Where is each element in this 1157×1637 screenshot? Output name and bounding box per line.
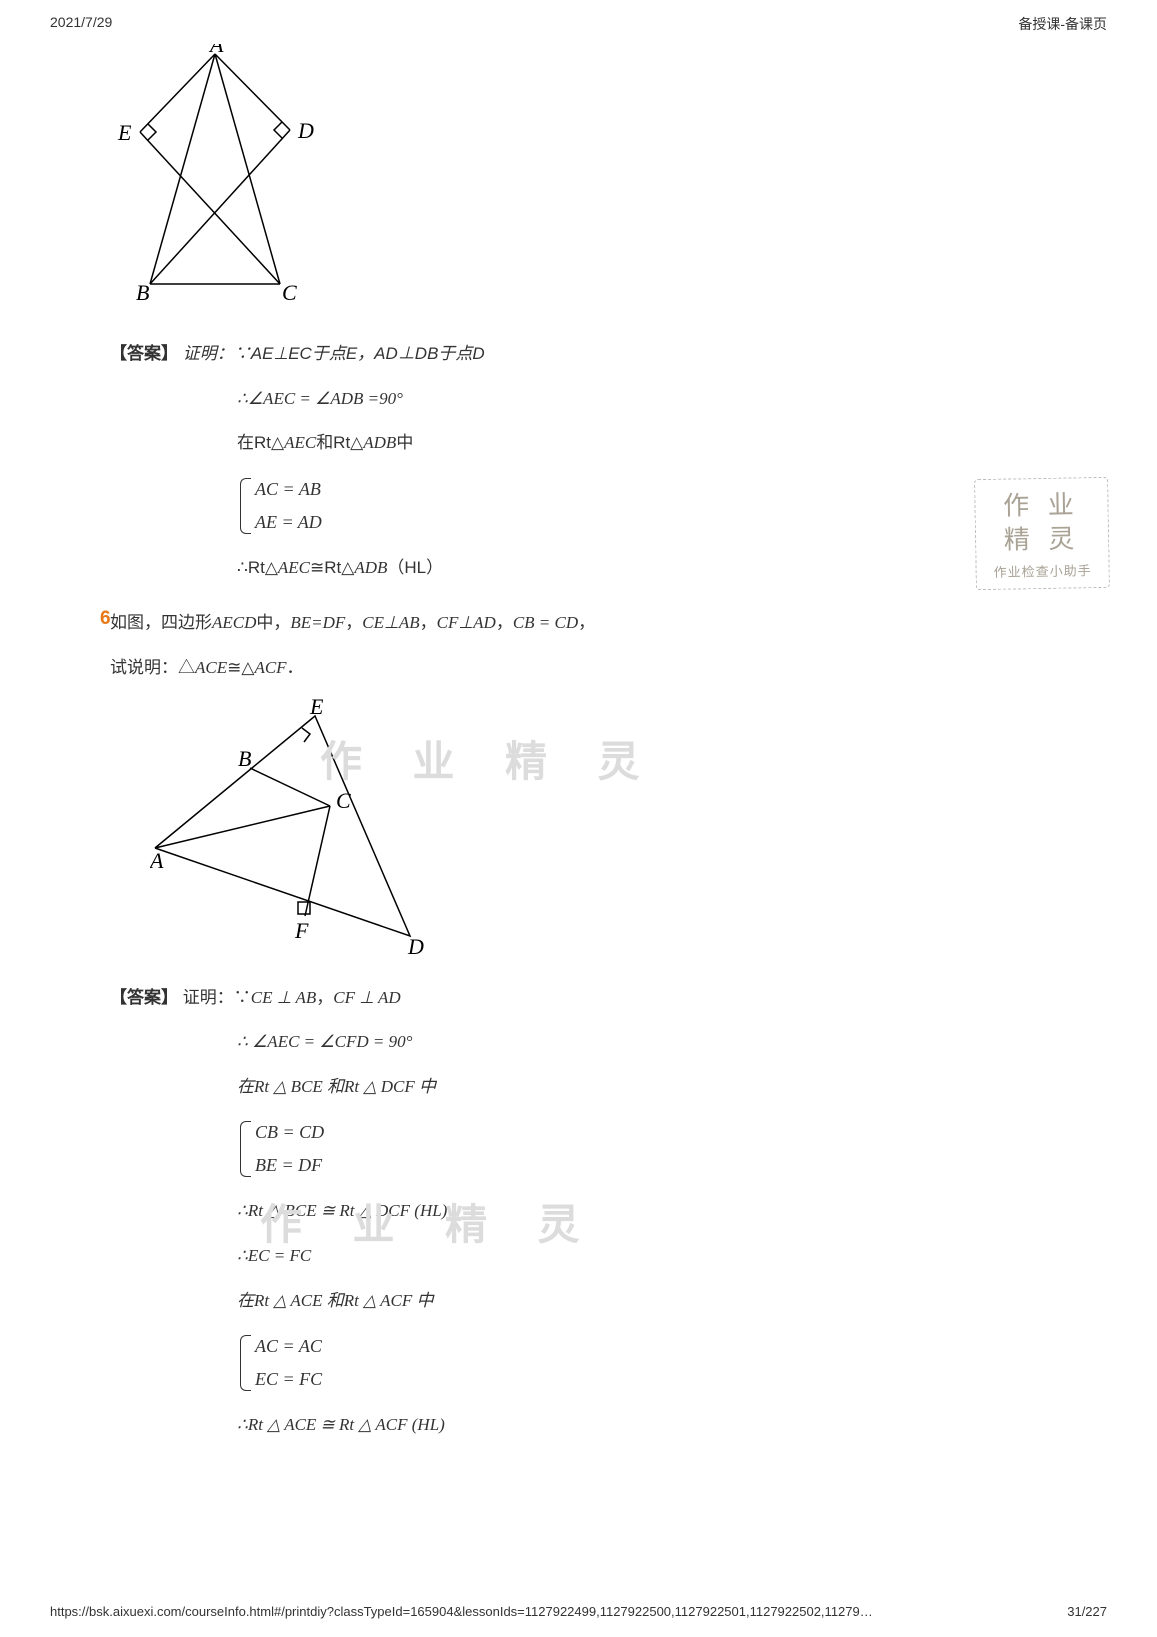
answer2-l7: ∴Rt △ ACE ≅ Rt △ ACF (HL) (237, 1410, 1107, 1441)
answer2-eq1: CB = CD (255, 1116, 1107, 1149)
answer1-l2-row: ∴∠AEC = ∠ADB =90° (237, 384, 1107, 415)
page-content: A E D B C 【答案】 证明：∵AE⊥EC于点E，AD⊥DB于点D ∴∠A… (0, 44, 1157, 1441)
answer1-l4d: ADB (354, 558, 387, 577)
answer1-label: 【答案】 (110, 344, 178, 363)
figure-2-svg: A E B C F D (150, 698, 450, 958)
q6-d: BE=DF (290, 613, 345, 632)
q6-2d: ACF (254, 658, 286, 677)
q6-number: 6 (100, 608, 111, 630)
answer2-l1c: ， (316, 988, 333, 1007)
figure-1-svg: A E D B C (110, 44, 330, 304)
q6-line2: 试说明：△ACE≅△ACF． (110, 653, 1107, 684)
answer2-eq2: BE = DF (255, 1149, 1107, 1182)
stamp-big2: 精 灵 (982, 522, 1103, 558)
q6-h: CF⊥AD (437, 613, 496, 632)
q6-c: 中， (256, 613, 290, 632)
answer2-brace2: AC = AC EC = FC (240, 1330, 1107, 1396)
fig1-label-D: D (297, 118, 314, 143)
q6-k: ， (578, 613, 595, 632)
q6-a: 如图，四边形 (110, 613, 212, 632)
answer1-l2: ∴∠AEC = ∠ADB =90° (237, 389, 403, 408)
answer-2: 【答案】 证明：∵CE ⊥ AB，CF ⊥ AD ∴ ∠AEC = ∠CFD =… (110, 983, 1107, 1441)
fig2-E: E (309, 698, 324, 719)
q6-2a: 试说明：△ (110, 658, 195, 677)
answer1-l3a: 在Rt△ (237, 433, 284, 452)
figure-1: A E D B C (110, 44, 1107, 309)
fig2-A: A (150, 848, 164, 873)
answer1-l4a: ∴Rt△ (237, 558, 278, 577)
answer1-l3-row: 在Rt△AEC和Rt△ADB中 (237, 428, 1107, 459)
q6-g: ， (420, 613, 437, 632)
answer2-l1-row: 【答案】 证明：∵CE ⊥ AB，CF ⊥ AD (110, 983, 1107, 1014)
fig1-label-E: E (117, 120, 132, 145)
answer2-label: 【答案】 (110, 988, 178, 1007)
answer1-l3b: AEC (284, 433, 316, 452)
answer2-l3: 在Rt △ BCE 和Rt △ DCF 中 (237, 1077, 436, 1096)
q6-2e: ． (287, 658, 304, 677)
answer2-l5: ∴EC = FC (237, 1241, 1107, 1272)
stamp: 作 业 精 灵 作业检查小助手 (974, 477, 1110, 590)
figure-2-wrap: 作 业 精 灵 A E B C F (150, 698, 1107, 963)
stamp-small: 作业检查小助手 (982, 560, 1102, 581)
fig1-label-B: B (136, 280, 149, 304)
q6-2c: ≅△ (227, 658, 254, 677)
footer-url: https://bsk.aixuexi.com/courseInfo.html#… (50, 1604, 873, 1619)
header-date: 2021/7/29 (50, 14, 112, 34)
answer2-eq4: EC = FC (255, 1363, 1107, 1396)
answer2-brace1: CB = CD BE = DF (240, 1116, 1107, 1182)
answer2-eq3: AC = AC (255, 1330, 1107, 1363)
page-header: 2021/7/29 备授课-备课页 (0, 0, 1157, 44)
answer2-l1b: CE ⊥ AB (251, 988, 317, 1007)
q6-e: ， (345, 613, 362, 632)
answer1-line1: 【答案】 证明：∵AE⊥EC于点E，AD⊥DB于点D (110, 339, 1107, 370)
q6-b: AECD (212, 613, 256, 632)
answer2-l2: ∴ ∠AEC = ∠CFD = 90° (237, 1027, 1107, 1058)
question-6: 6 如图，四边形AECD中，BE=DF，CE⊥AB，CF⊥AD，CB = CD，… (50, 608, 1107, 962)
fig2-D: D (407, 934, 424, 958)
q6-i: ， (496, 613, 513, 632)
fig1-label-A: A (208, 44, 224, 57)
q6-f: CE⊥AB (362, 613, 419, 632)
page-footer: https://bsk.aixuexi.com/courseInfo.html#… (50, 1604, 1107, 1619)
q6-line1: 如图，四边形AECD中，BE=DF，CE⊥AB，CF⊥AD，CB = CD， (110, 608, 1107, 639)
answer1-l4e: （HL） (387, 558, 443, 577)
stamp-big1: 作 业 (981, 488, 1102, 524)
q6-j: CB = CD (513, 613, 578, 632)
answer2-l6: 在Rt △ ACE 和Rt △ ACF 中 (237, 1291, 433, 1310)
answer2-l4: ∴Rt △ BCE ≅ Rt △ DCF (HL) (237, 1196, 1107, 1227)
answer1-l4b: AEC (278, 558, 310, 577)
fig2-F: F (294, 918, 309, 943)
fig2-B: B (238, 746, 251, 771)
answer2-l3-row: 在Rt △ BCE 和Rt △ DCF 中 (237, 1072, 1107, 1103)
answer2-l6-row: 在Rt △ ACE 和Rt △ ACF 中 (237, 1286, 1107, 1317)
answer1-l1: 证明：∵AE⊥EC于点E，AD⊥DB于点D (183, 344, 485, 363)
answer2-l1d: CF ⊥ AD (333, 988, 400, 1007)
header-title: 备授课-备课页 (1018, 14, 1107, 34)
answer1-l3d: ADB (363, 433, 396, 452)
answer1-l3c: 和Rt△ (316, 433, 363, 452)
answer2-l1a: 证明：∵ (183, 988, 251, 1007)
answer1-l3e: 中 (396, 433, 413, 452)
q6-2b: ACE (195, 658, 227, 677)
fig2-C: C (336, 788, 351, 813)
fig1-label-C: C (282, 280, 297, 304)
footer-page: 31/227 (1067, 1604, 1107, 1619)
answer1-l4c: ≅Rt△ (310, 558, 354, 577)
answer-1: 【答案】 证明：∵AE⊥EC于点E，AD⊥DB于点D ∴∠AEC = ∠ADB … (110, 339, 1107, 583)
